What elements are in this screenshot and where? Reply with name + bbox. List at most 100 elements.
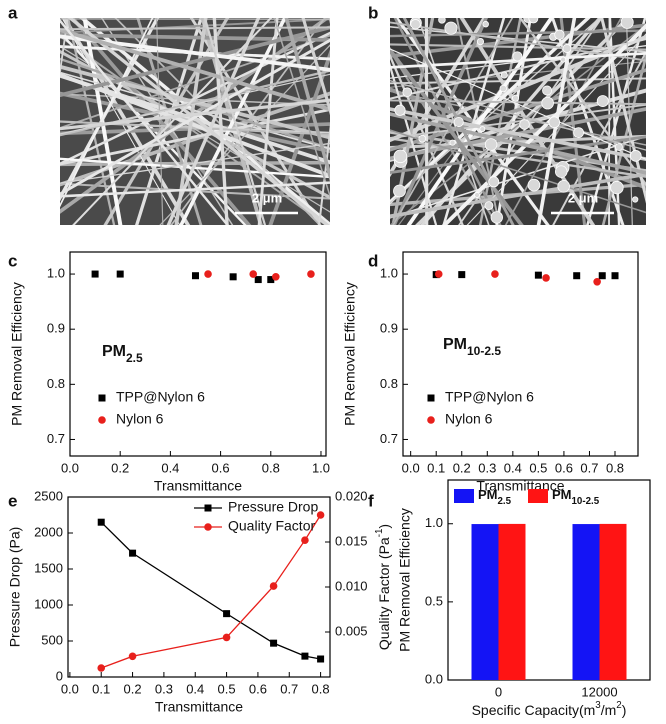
legend-label-part: 10-2.5: [572, 496, 600, 507]
y-tick-label: 0.8: [380, 376, 398, 391]
x-tick-label: 0.8: [312, 681, 330, 696]
bead: [560, 56, 567, 63]
y2-tick-label: 0.005: [335, 623, 368, 638]
marker: [97, 518, 105, 526]
bead: [610, 180, 624, 195]
marker: [316, 511, 325, 519]
plot-frame: [447, 479, 651, 681]
marker: [598, 272, 606, 280]
y2-tick-label: 0.020: [335, 488, 368, 503]
bead: [393, 184, 406, 198]
fiber: [166, 18, 261, 225]
y-tick-label: 500: [41, 632, 63, 647]
x-tick-label: 0.4: [186, 681, 204, 696]
legend-label: PM2.5: [478, 487, 512, 507]
bead: [500, 71, 508, 79]
fiber: [390, 137, 646, 178]
bead: [410, 19, 421, 30]
y-tick-label: 2500: [34, 488, 63, 503]
bead: [499, 84, 507, 93]
x-tick-label: 0.8: [262, 460, 280, 475]
marker: [542, 274, 550, 282]
fiber: [390, 29, 646, 38]
bead: [615, 143, 623, 151]
marker: [611, 272, 619, 280]
marker: [301, 536, 309, 544]
y-tick-label: 0.7: [380, 431, 398, 446]
marker: [223, 610, 231, 618]
x-axis-label-part: 3: [595, 700, 601, 711]
fiber: [390, 18, 591, 205]
fiber: [552, 50, 646, 225]
annotation-part: 10-2.5: [467, 344, 501, 358]
legend-marker: [427, 416, 435, 424]
annotation-part: PM: [443, 336, 467, 353]
x-axis-label-part: Specific Capacity(m: [472, 702, 596, 718]
scale-label: 2 μm: [252, 190, 282, 205]
fiber: [60, 18, 69, 79]
x-tick-label: 0.2: [111, 460, 129, 475]
y2-axis-label-part: Quality Factor (Pa: [376, 537, 392, 650]
bead: [632, 196, 639, 203]
x-tick-label: 0.2: [124, 681, 142, 696]
fiber: [60, 18, 330, 34]
marker: [249, 270, 258, 278]
fiber: [301, 18, 330, 116]
y2-axis-label-part: ): [376, 524, 392, 529]
marker: [269, 582, 278, 590]
marker: [91, 270, 99, 278]
bead: [484, 201, 494, 211]
bead: [512, 51, 523, 62]
fiber: [391, 18, 435, 225]
bar: [498, 523, 526, 680]
fiber: [60, 18, 154, 208]
x-tick-label: 0.6: [555, 460, 573, 475]
marker: [97, 664, 106, 672]
y-tick-label: 0.9: [380, 321, 398, 336]
y-tick-label: 0: [56, 668, 63, 683]
x-tick-label: 0: [495, 684, 502, 699]
x-axis-label-part: /m: [601, 702, 617, 718]
fiber: [318, 123, 330, 225]
fiber: [390, 46, 524, 225]
legend-label: PM10-2.5: [552, 487, 600, 507]
panel-label: c: [8, 251, 17, 270]
bead: [554, 165, 568, 178]
fiber: [156, 18, 164, 225]
x-tick-label: 0.7: [280, 681, 298, 696]
legend-marker: [98, 416, 106, 424]
x-tick-label: 0.0: [61, 460, 79, 475]
fiber: [60, 26, 330, 31]
fiber: [273, 18, 330, 199]
marker: [267, 276, 275, 284]
marker: [128, 652, 137, 661]
x-tick-label: 0.0: [61, 681, 79, 696]
x-axis-label-part: ): [622, 702, 627, 718]
annotation: PM2.5: [102, 343, 143, 365]
x-tick-label: 0.3: [155, 681, 173, 696]
y-tick-label: 1500: [34, 560, 63, 575]
x-tick-label: 0.0: [402, 460, 420, 475]
y-tick-label: 1.0: [425, 515, 443, 530]
fiber: [390, 172, 646, 218]
x-tick-label: 0.5: [529, 460, 547, 475]
legend-label: Nylon 6: [445, 411, 493, 427]
legend-label-part: PM: [552, 487, 572, 502]
legend-label: Pressure Drop: [228, 499, 318, 515]
bead: [418, 134, 427, 143]
bar: [471, 524, 499, 680]
fiber: [60, 28, 330, 112]
legend-label: TPP@Nylon 6: [116, 389, 205, 405]
fiber: [212, 18, 229, 225]
fiber: [390, 107, 646, 162]
bead: [453, 116, 464, 128]
fiber: [390, 103, 646, 139]
x-tick-label: 0.3: [478, 460, 496, 475]
legend-label: Nylon 6: [116, 411, 164, 427]
legend-label-part: 2.5: [498, 496, 512, 507]
bead: [490, 211, 503, 224]
fiber: [600, 18, 646, 204]
fiber: [60, 69, 330, 137]
fiber: [60, 120, 330, 136]
